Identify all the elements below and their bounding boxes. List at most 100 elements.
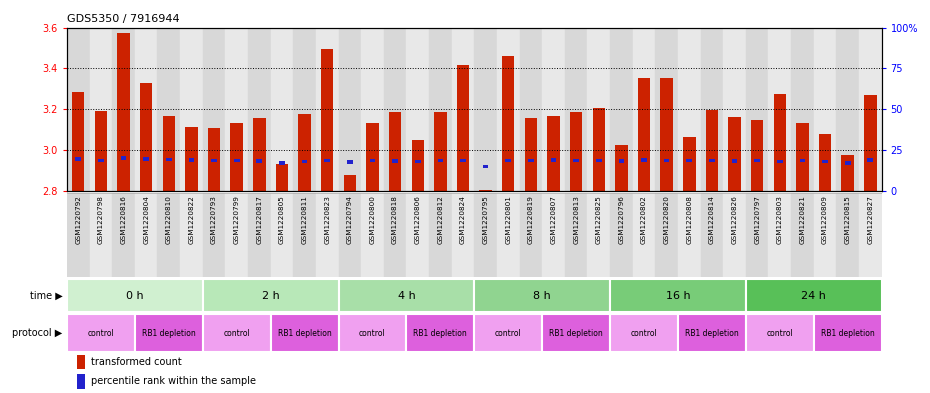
Text: protocol ▶: protocol ▶ bbox=[12, 328, 62, 338]
Text: 2 h: 2 h bbox=[261, 291, 280, 301]
Text: 4 h: 4 h bbox=[397, 291, 416, 301]
Bar bbox=[525, 118, 538, 191]
Bar bbox=[542, 193, 565, 277]
Bar bbox=[316, 193, 339, 277]
Bar bbox=[632, 193, 656, 277]
Bar bbox=[406, 28, 429, 191]
Text: GSM1220802: GSM1220802 bbox=[641, 195, 647, 244]
Bar bbox=[610, 314, 678, 352]
Bar bbox=[768, 193, 791, 277]
Bar bbox=[415, 160, 420, 163]
Text: GDS5350 / 7916944: GDS5350 / 7916944 bbox=[67, 14, 179, 24]
Bar bbox=[135, 314, 203, 352]
Bar bbox=[75, 157, 81, 161]
Bar bbox=[746, 193, 768, 277]
Text: GSM1220794: GSM1220794 bbox=[347, 195, 352, 244]
Bar bbox=[429, 193, 452, 277]
Bar bbox=[528, 159, 534, 162]
Bar bbox=[592, 108, 605, 191]
Bar bbox=[610, 28, 632, 191]
Bar bbox=[392, 159, 398, 163]
Bar bbox=[429, 28, 452, 191]
Bar bbox=[460, 159, 466, 162]
Text: RB1 depletion: RB1 depletion bbox=[685, 329, 738, 338]
Bar bbox=[502, 56, 514, 191]
Bar bbox=[709, 159, 715, 162]
Text: GSM1220801: GSM1220801 bbox=[505, 195, 512, 244]
Bar bbox=[225, 193, 248, 277]
Bar bbox=[67, 279, 203, 312]
Bar bbox=[859, 193, 882, 277]
Bar bbox=[842, 155, 854, 191]
Bar bbox=[836, 28, 859, 191]
Bar bbox=[89, 193, 113, 277]
Bar bbox=[777, 160, 783, 163]
Text: control: control bbox=[87, 329, 114, 338]
Bar bbox=[656, 28, 678, 191]
Bar bbox=[325, 159, 330, 162]
Text: GSM1220817: GSM1220817 bbox=[257, 195, 262, 244]
Bar bbox=[483, 165, 488, 168]
Bar bbox=[868, 158, 873, 162]
Bar bbox=[248, 28, 271, 191]
Text: GSM1220818: GSM1220818 bbox=[392, 195, 398, 244]
Bar bbox=[542, 28, 565, 191]
Text: 0 h: 0 h bbox=[126, 291, 143, 301]
Bar bbox=[588, 193, 610, 277]
Bar bbox=[660, 79, 673, 191]
Bar bbox=[293, 193, 316, 277]
Bar bbox=[406, 314, 474, 352]
Bar bbox=[479, 189, 492, 191]
Text: GSM1220807: GSM1220807 bbox=[551, 195, 556, 244]
Bar bbox=[77, 375, 85, 389]
Bar bbox=[474, 314, 542, 352]
Bar bbox=[678, 193, 700, 277]
Bar bbox=[615, 145, 628, 191]
Bar bbox=[140, 83, 153, 191]
Text: GSM1220797: GSM1220797 bbox=[754, 195, 760, 244]
Bar bbox=[800, 159, 805, 162]
Bar bbox=[520, 28, 542, 191]
Text: GSM1220803: GSM1220803 bbox=[777, 195, 783, 244]
Bar bbox=[700, 28, 724, 191]
Text: control: control bbox=[766, 329, 793, 338]
Bar bbox=[474, 28, 497, 191]
Bar bbox=[389, 112, 402, 191]
Text: 16 h: 16 h bbox=[666, 291, 690, 301]
Text: GSM1220816: GSM1220816 bbox=[121, 195, 126, 244]
Bar bbox=[746, 279, 882, 312]
Bar bbox=[497, 193, 520, 277]
Text: GSM1220809: GSM1220809 bbox=[822, 195, 828, 244]
Text: GSM1220826: GSM1220826 bbox=[732, 195, 737, 244]
Bar bbox=[570, 112, 582, 191]
Bar bbox=[724, 28, 746, 191]
Text: 24 h: 24 h bbox=[802, 291, 826, 301]
Bar bbox=[678, 28, 700, 191]
Text: GSM1220806: GSM1220806 bbox=[415, 195, 420, 244]
Bar bbox=[113, 28, 135, 191]
Text: RB1 depletion: RB1 depletion bbox=[278, 329, 331, 338]
Bar bbox=[339, 314, 406, 352]
Bar bbox=[67, 314, 135, 352]
Bar bbox=[113, 193, 135, 277]
Bar bbox=[203, 279, 339, 312]
Bar bbox=[791, 28, 814, 191]
Bar bbox=[72, 92, 85, 191]
Bar bbox=[818, 134, 831, 191]
Bar bbox=[565, 28, 588, 191]
Bar bbox=[185, 127, 198, 191]
Text: GSM1220815: GSM1220815 bbox=[844, 195, 851, 244]
Bar bbox=[732, 160, 737, 163]
Text: GSM1220800: GSM1220800 bbox=[369, 195, 376, 244]
Text: GSM1220804: GSM1220804 bbox=[143, 195, 149, 244]
Bar bbox=[271, 28, 293, 191]
Text: GSM1220819: GSM1220819 bbox=[528, 195, 534, 244]
Bar bbox=[474, 193, 497, 277]
Text: GSM1220824: GSM1220824 bbox=[460, 195, 466, 244]
Bar bbox=[814, 28, 836, 191]
Bar bbox=[203, 193, 225, 277]
Bar bbox=[135, 193, 157, 277]
Text: GSM1220827: GSM1220827 bbox=[868, 195, 873, 244]
Bar bbox=[207, 129, 220, 191]
Bar bbox=[746, 28, 768, 191]
